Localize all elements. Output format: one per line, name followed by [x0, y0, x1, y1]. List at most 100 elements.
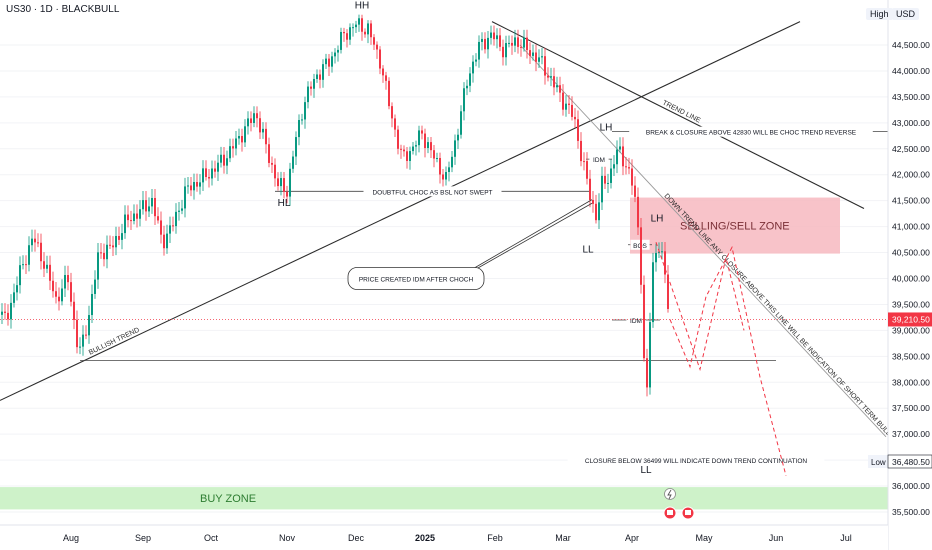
- candle: [523, 37, 525, 48]
- candle: [328, 58, 330, 67]
- y-tick-label: 40,500.00: [892, 248, 930, 258]
- candle: [475, 59, 477, 62]
- candle: [10, 302, 12, 320]
- y-tick-label: 38,000.00: [892, 377, 930, 387]
- candle: [58, 296, 60, 302]
- candle: [175, 211, 177, 227]
- candle: [379, 49, 381, 69]
- level-label-bg: [626, 315, 646, 326]
- candle: [580, 140, 582, 162]
- candle: [229, 146, 231, 159]
- y-tick-label: 42,500.00: [892, 144, 930, 154]
- lightning-icon-glyph: [667, 489, 672, 500]
- candle: [517, 37, 519, 47]
- candle: [79, 346, 81, 348]
- y-tick-label: 44,500.00: [892, 40, 930, 50]
- currency-label[interactable]: USD: [892, 8, 920, 20]
- candle: [145, 200, 147, 212]
- candle: [52, 280, 54, 292]
- candle: [139, 209, 141, 219]
- candle: [487, 37, 489, 50]
- candle: [31, 238, 33, 246]
- candle: [250, 118, 252, 124]
- candle: [61, 288, 63, 302]
- candle: [472, 61, 474, 74]
- candle: [571, 104, 573, 117]
- candle: [652, 262, 654, 323]
- candle: [289, 168, 291, 197]
- swing-label: LH: [600, 123, 613, 134]
- candle: [1, 311, 3, 315]
- candle: [376, 44, 378, 50]
- high-label[interactable]: High: [866, 8, 893, 20]
- candle: [163, 234, 165, 249]
- candle: [595, 203, 597, 221]
- candle: [49, 264, 51, 281]
- candle: [481, 38, 483, 42]
- candle: [172, 225, 174, 227]
- candle: [325, 58, 327, 65]
- candle: [226, 158, 228, 166]
- candle: [121, 233, 123, 240]
- buy-zone-label: BUY ZONE: [200, 493, 256, 505]
- candle: [589, 178, 591, 200]
- candle: [271, 162, 273, 165]
- candle: [463, 88, 465, 112]
- candle: [436, 158, 438, 160]
- candle: [238, 136, 240, 139]
- candle: [454, 140, 456, 157]
- candle: [556, 85, 558, 88]
- x-tick-label: Oct: [204, 533, 219, 543]
- candle: [109, 244, 111, 246]
- candle: [100, 252, 102, 254]
- candle: [592, 199, 594, 204]
- candle: [442, 174, 444, 180]
- candle: [604, 175, 606, 184]
- candle: [631, 168, 633, 186]
- candle: [529, 50, 531, 56]
- candle: [190, 185, 192, 191]
- level-label-bg: [363, 186, 502, 197]
- candle: [304, 102, 306, 120]
- candle: [202, 168, 204, 183]
- x-tick-label: Jun: [769, 533, 784, 543]
- candle: [391, 106, 393, 119]
- chart-title: US30 · 1D · BLACKBULL: [6, 4, 120, 15]
- candle: [154, 197, 156, 217]
- candle: [646, 358, 648, 388]
- candle: [244, 126, 246, 143]
- candle: [169, 225, 171, 234]
- x-tick-label: Apr: [625, 533, 639, 543]
- level-label: BREAK & CLOSURE ABOVE 42830 WILL BE CHOC…: [646, 130, 857, 137]
- candle: [628, 167, 630, 169]
- projection-path: [669, 245, 787, 476]
- candle: [451, 156, 453, 168]
- candle: [217, 162, 219, 172]
- candle: [127, 214, 129, 221]
- candle: [526, 37, 528, 51]
- candle: [187, 185, 189, 187]
- candle: [457, 134, 459, 141]
- candle: [97, 252, 99, 280]
- x-tick-label: Mar: [555, 533, 571, 543]
- candle: [274, 164, 276, 179]
- candle: [499, 35, 501, 47]
- candle: [430, 142, 432, 151]
- candle: [622, 146, 624, 167]
- swing-label: HL: [278, 198, 291, 209]
- candle: [37, 242, 39, 244]
- candle: [613, 164, 615, 169]
- candle: [340, 31, 342, 50]
- level-label-bg: [567, 455, 825, 466]
- candle: [625, 166, 627, 168]
- candle: [292, 156, 294, 169]
- candle: [664, 251, 666, 275]
- candle: [424, 133, 426, 149]
- candle: [301, 119, 303, 121]
- lightning-icon: [664, 488, 676, 500]
- candle: [268, 144, 270, 163]
- candle: [511, 42, 513, 46]
- candle: [4, 311, 6, 313]
- candle: [25, 264, 27, 266]
